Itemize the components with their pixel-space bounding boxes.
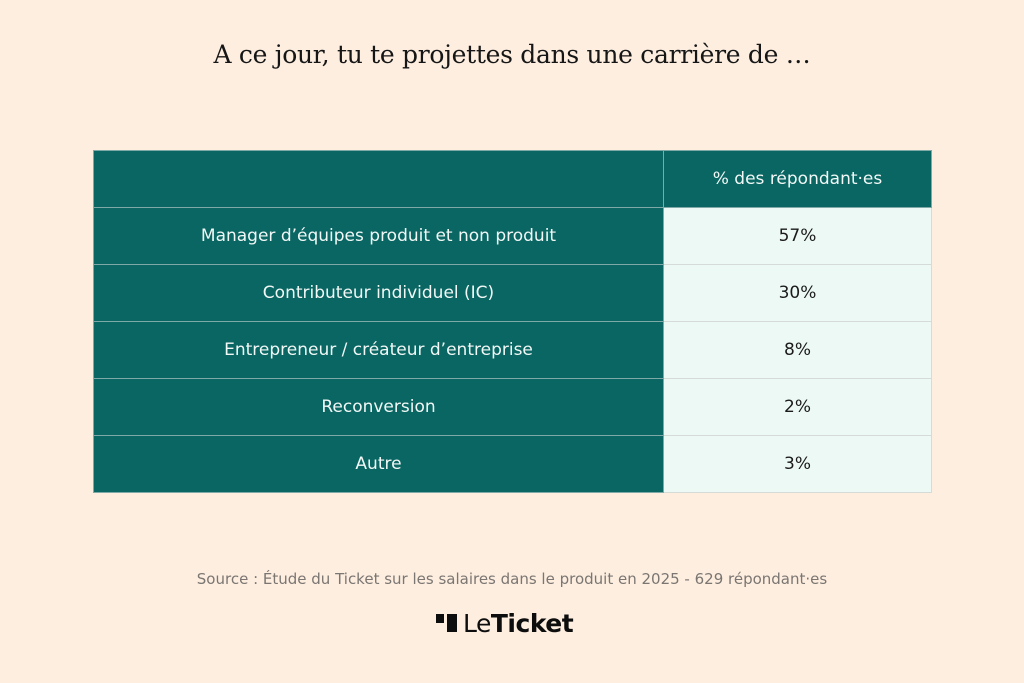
- ticket-logo-icon: [436, 614, 457, 632]
- row-label: Autre: [93, 435, 664, 493]
- table-row: Contributeur individuel (IC) 30%: [93, 264, 932, 322]
- row-value: 8%: [663, 321, 932, 379]
- table-row: Manager d’équipes produit et non produit…: [93, 207, 932, 265]
- table-header-row: % des répondant·es: [93, 150, 932, 208]
- row-value: 57%: [663, 207, 932, 265]
- header-value-cell: % des répondant·es: [663, 150, 932, 208]
- table-row: Entrepreneur / créateur d’entreprise 8%: [93, 321, 932, 379]
- source-note: Source : Étude du Ticket sur les salaire…: [196, 570, 828, 588]
- row-label: Entrepreneur / créateur d’entreprise: [93, 321, 664, 379]
- leticket-logo: LeTicket: [436, 608, 574, 638]
- chart-title: A ce jour, tu te projettes dans une carr…: [213, 40, 811, 69]
- row-value: 2%: [663, 378, 932, 436]
- table-row: Autre 3%: [93, 435, 932, 493]
- header-label-cell: [93, 150, 664, 208]
- logo-wordmark: LeTicket: [463, 608, 574, 638]
- row-label: Manager d’équipes produit et non produit: [93, 207, 664, 265]
- row-value: 3%: [663, 435, 932, 493]
- row-value: 30%: [663, 264, 932, 322]
- row-label: Reconversion: [93, 378, 664, 436]
- results-table: % des répondant·es Manager d’équipes pro…: [93, 150, 932, 493]
- row-label: Contributeur individuel (IC): [93, 264, 664, 322]
- table-row: Reconversion 2%: [93, 378, 932, 436]
